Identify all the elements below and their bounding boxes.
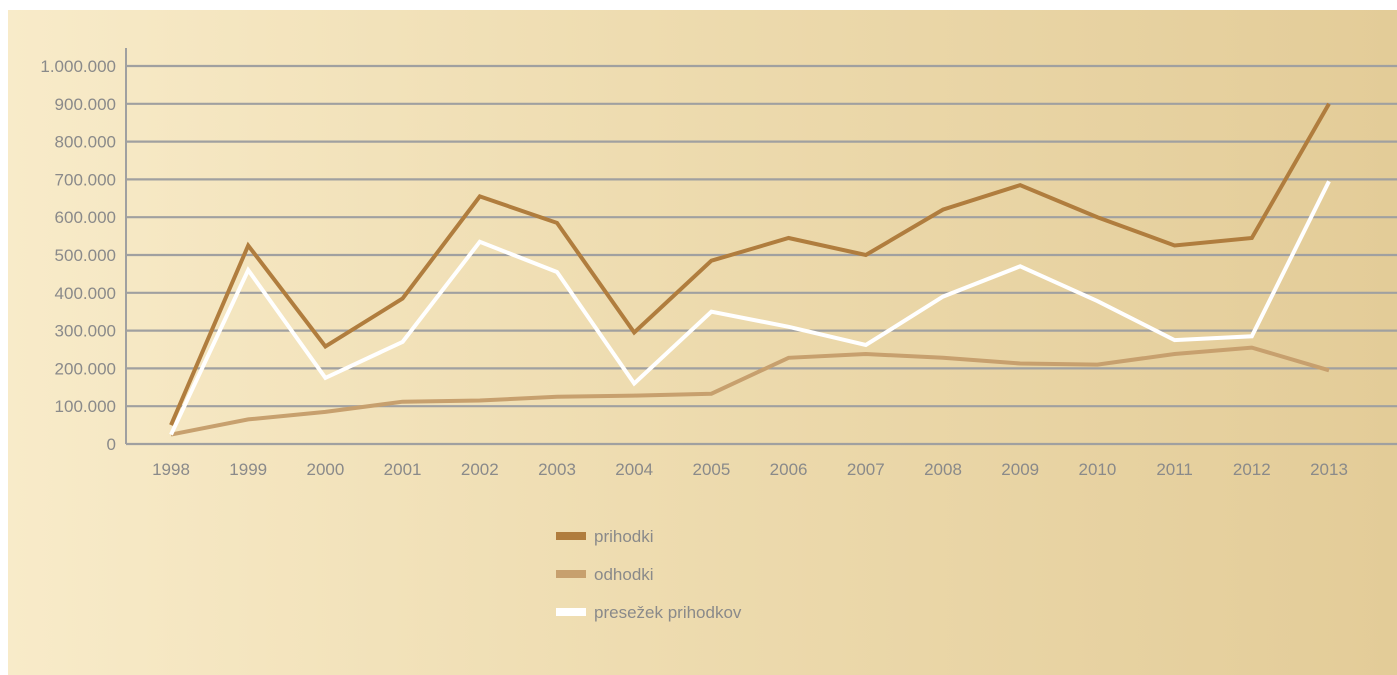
x-tick-label-2009: 2009	[1001, 460, 1039, 479]
y-tick-label-2: 200.000	[55, 359, 116, 378]
y-tick-label-7: 700.000	[55, 170, 116, 189]
x-tick-label-2000: 2000	[306, 460, 344, 479]
x-tick-label-2002: 2002	[461, 460, 499, 479]
x-tick-label-2012: 2012	[1233, 460, 1271, 479]
y-tick-label-0: 0	[107, 435, 116, 454]
x-tick-label-2008: 2008	[924, 460, 962, 479]
x-tick-label-2001: 2001	[384, 460, 422, 479]
y-tick-label-6: 600.000	[55, 208, 116, 227]
x-tick-label-1998: 1998	[152, 460, 190, 479]
legend-label-2: presežek prihodkov	[594, 603, 742, 622]
series-line-0	[169, 102, 1331, 426]
x-tick-label-2004: 2004	[615, 460, 653, 479]
series-line-2	[169, 180, 1331, 436]
x-tick-label-2005: 2005	[692, 460, 730, 479]
y-tick-label-4: 400.000	[55, 284, 116, 303]
legend-swatch-0	[556, 532, 586, 540]
legend-swatch-1	[556, 570, 586, 578]
x-tick-label-2011: 2011	[1156, 460, 1193, 479]
legend-label-1: odhodki	[594, 565, 654, 584]
grid-lines	[126, 64, 1397, 408]
x-tick-labels: 1998 1999 2000 2001 2002 2003 2004 2005 2006 2007…	[152, 460, 1348, 479]
y-tick-label-3: 300.000	[55, 322, 116, 341]
y-tick-label-5: 500.000	[55, 246, 116, 265]
axes	[125, 48, 1397, 446]
x-tick-label-2003: 2003	[538, 460, 576, 479]
y-tick-label-9: 900.000	[55, 95, 116, 114]
legend-label-0: prihodki	[594, 527, 654, 546]
series-line-1	[170, 345, 1330, 437]
x-tick-label-2010: 2010	[1078, 460, 1116, 479]
legend-swatch-2	[556, 608, 586, 616]
y-tick-label-10: 1.000.000	[40, 57, 116, 76]
x-tick-label-1999: 1999	[229, 460, 267, 479]
x-tick-label-2006: 2006	[770, 460, 808, 479]
line-chart: 0 100.000 200.000 300.000 400.000 500.000 600.…	[40, 48, 1397, 622]
y-tick-label-1: 100.000	[55, 397, 116, 416]
legend: prihodki odhodki presežek prihodkov	[556, 527, 742, 622]
x-tick-label-2013: 2013	[1310, 460, 1348, 479]
chart-panel: 0 100.000 200.000 300.000 400.000 500.000 600.…	[8, 10, 1397, 675]
y-tick-labels: 0 100.000 200.000 300.000 400.000 500.000 600.…	[40, 57, 116, 454]
series-lines	[169, 102, 1331, 437]
x-tick-label-2007: 2007	[847, 460, 885, 479]
y-tick-label-8: 800.000	[55, 133, 116, 152]
